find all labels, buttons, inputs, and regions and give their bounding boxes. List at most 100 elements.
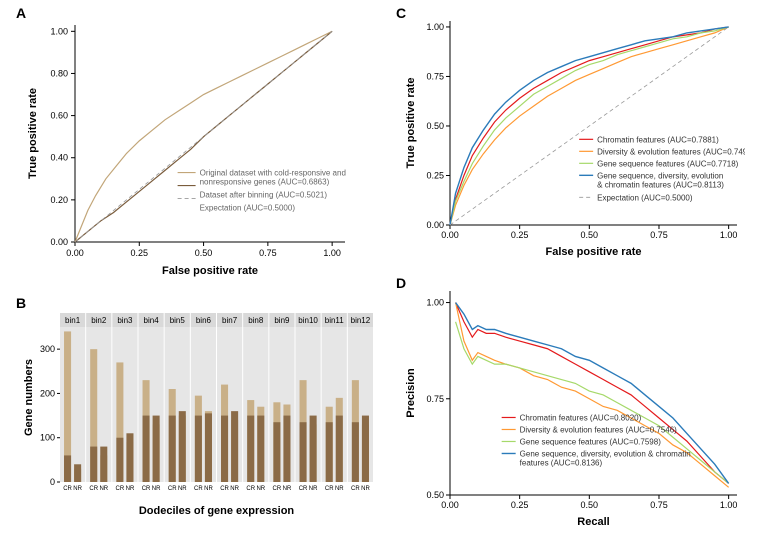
svg-text:1.00: 1.00 [720, 230, 738, 240]
svg-text:0.50: 0.50 [426, 490, 444, 500]
svg-text:1.00: 1.00 [50, 26, 68, 36]
svg-text:0.40: 0.40 [50, 153, 68, 163]
svg-text:0.00: 0.00 [441, 230, 459, 240]
svg-text:0.25: 0.25 [511, 500, 529, 510]
svg-text:NR: NR [230, 486, 239, 492]
svg-text:Gene numbers: Gene numbers [23, 359, 35, 436]
svg-text:NR: NR [73, 486, 82, 492]
svg-text:100: 100 [40, 433, 55, 443]
svg-text:0.50: 0.50 [426, 121, 444, 131]
svg-text:False positive rate: False positive rate [162, 265, 258, 277]
panel-d-chart: 0.000.250.500.751.000.500.751.00RecallPr… [400, 275, 745, 530]
svg-text:bin2: bin2 [91, 316, 107, 325]
svg-text:0.50: 0.50 [195, 248, 213, 258]
svg-text:Dataset after binning (AUC=0.5: Dataset after binning (AUC=0.5021) [200, 191, 328, 200]
svg-text:bin10: bin10 [298, 316, 318, 325]
panel-d: D 0.000.250.500.751.000.500.751.00Recall… [400, 275, 745, 530]
panel-b: B 0100200300Gene numbersDodeciles of gen… [20, 295, 375, 520]
svg-text:CR: CR [273, 486, 282, 492]
svg-text:bin9: bin9 [274, 316, 290, 325]
svg-text:Recall: Recall [577, 516, 609, 528]
svg-text:Gene sequence features (AUC=0.: Gene sequence features (AUC=0.7718) [597, 159, 739, 168]
svg-text:bin12: bin12 [351, 316, 371, 325]
svg-text:Gene sequence features (AUC=0.: Gene sequence features (AUC=0.7598) [520, 437, 662, 446]
svg-text:1.00: 1.00 [323, 248, 341, 258]
svg-text:Original dataset with cold-res: Original dataset with cold-responsive an… [200, 169, 346, 178]
svg-text:NR: NR [256, 486, 265, 492]
svg-text:features (AUC=0.8136): features (AUC=0.8136) [520, 458, 603, 467]
svg-text:NR: NR [126, 486, 135, 492]
svg-text:& chromatin features (AUC=0.81: & chromatin features (AUC=0.8113) [597, 180, 724, 189]
svg-text:0.00: 0.00 [66, 248, 84, 258]
svg-text:Dodeciles of gene expression: Dodeciles of gene expression [139, 505, 295, 517]
svg-text:NR: NR [152, 486, 161, 492]
svg-text:0.75: 0.75 [426, 394, 444, 404]
svg-text:300: 300 [40, 344, 55, 354]
svg-text:CR: CR [299, 486, 308, 492]
svg-text:CR: CR [220, 486, 229, 492]
svg-text:True positive rate: True positive rate [405, 77, 417, 168]
svg-text:0.80: 0.80 [50, 68, 68, 78]
svg-text:bin7: bin7 [222, 316, 238, 325]
svg-text:Diversity & evolution features: Diversity & evolution features (AUC=0.75… [520, 425, 678, 434]
svg-text:0.75: 0.75 [259, 248, 277, 258]
svg-text:NR: NR [309, 486, 318, 492]
svg-text:CR: CR [116, 486, 125, 492]
svg-text:NR: NR [361, 486, 370, 492]
svg-text:0.00: 0.00 [426, 220, 444, 230]
svg-text:Gene sequence, diversity, evol: Gene sequence, diversity, evolution & ch… [520, 449, 691, 458]
svg-text:NR: NR [283, 486, 292, 492]
svg-text:bin4: bin4 [144, 316, 160, 325]
panel-b-label: B [16, 295, 26, 311]
svg-text:CR: CR [246, 486, 255, 492]
svg-text:0.00: 0.00 [50, 237, 68, 247]
svg-text:True positive rate: True positive rate [27, 88, 39, 179]
svg-text:0: 0 [50, 477, 55, 487]
panel-b-chart: 0 100 200 300 Gene numbers Dodeciles of gene … [20, 295, 375, 520]
svg-text:Gene sequence, diversity, evol: Gene sequence, diversity, evolution [597, 171, 723, 180]
svg-text:1.00: 1.00 [426, 298, 444, 308]
svg-text:0.75: 0.75 [426, 71, 444, 81]
panel-c: C 0.000.250.500.751.000.000.250.500.751.… [400, 5, 745, 260]
svg-text:0.50: 0.50 [581, 230, 599, 240]
svg-text:bin5: bin5 [170, 316, 186, 325]
svg-text:bin8: bin8 [248, 316, 264, 325]
svg-text:CR: CR [351, 486, 360, 492]
panel-a-chart: 0.00 0.25 0.50 0.75 1.00 0.00 0.20 0.40 0.60 0.80… [20, 5, 355, 280]
svg-text:Diversity & evolution features: Diversity & evolution features (AUC=0.74… [597, 147, 745, 156]
panel-a-label: A [16, 5, 26, 21]
svg-text:NR: NR [204, 486, 213, 492]
svg-text:0.50: 0.50 [581, 500, 599, 510]
svg-text:bin11: bin11 [325, 316, 345, 325]
svg-text:Precision: Precision [405, 368, 417, 418]
svg-text:NR: NR [99, 486, 108, 492]
svg-text:200: 200 [40, 388, 55, 398]
svg-text:CR: CR [194, 486, 203, 492]
svg-text:Expectation (AUC=0.5000): Expectation (AUC=0.5000) [597, 193, 693, 202]
svg-text:CR: CR [142, 486, 151, 492]
panel-c-chart: 0.00 0.25 0.50 0.75 1.00 0.00 0.25 0.50 0.75 1.00… [400, 5, 745, 260]
svg-text:1.00: 1.00 [720, 500, 738, 510]
svg-text:False positive rate: False positive rate [546, 246, 642, 258]
svg-text:NR: NR [335, 486, 344, 492]
svg-text:nonresponsive genes (AUC=0.686: nonresponsive genes (AUC=0.6863) [200, 178, 330, 187]
svg-text:CR: CR [325, 486, 334, 492]
panel-d-label: D [396, 275, 406, 291]
svg-text:0.00: 0.00 [441, 500, 459, 510]
svg-text:bin3: bin3 [117, 316, 133, 325]
svg-text:0.60: 0.60 [50, 111, 68, 121]
svg-text:CR: CR [168, 486, 177, 492]
svg-text:CR: CR [63, 486, 72, 492]
svg-text:NR: NR [178, 486, 187, 492]
panel-a: A 0.000.250.500.751.000.000.200.400.600.… [20, 5, 355, 280]
svg-text:0.25: 0.25 [131, 248, 149, 258]
svg-text:0.20: 0.20 [50, 195, 68, 205]
svg-text:0.25: 0.25 [426, 170, 444, 180]
svg-text:1.00: 1.00 [426, 22, 444, 32]
svg-text:0.75: 0.75 [650, 230, 668, 240]
svg-text:Chromatin features (AUC=0.7881: Chromatin features (AUC=0.7881) [597, 135, 719, 144]
svg-text:Expectation (AUC=0.5000): Expectation (AUC=0.5000) [200, 204, 296, 213]
panel-c-label: C [396, 5, 406, 21]
svg-text:bin6: bin6 [196, 316, 212, 325]
svg-text:0.25: 0.25 [511, 230, 529, 240]
